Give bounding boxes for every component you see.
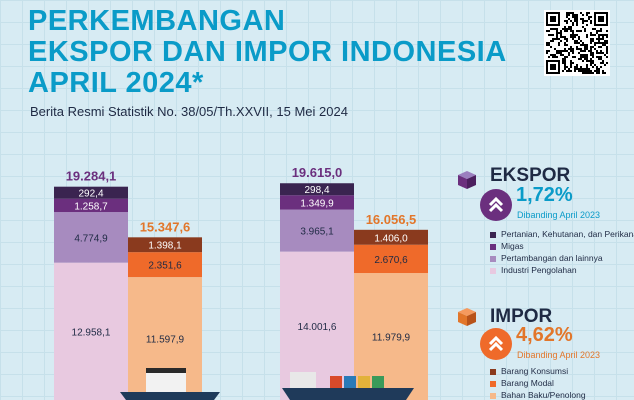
bar-segment: [354, 244, 428, 274]
legend-item-migas: Migas: [490, 241, 524, 251]
container: [358, 376, 370, 388]
container: [372, 376, 384, 388]
title-line-2: EKSPOR DAN IMPOR INDONESIA: [28, 36, 507, 68]
qr-code-icon[interactable]: [544, 10, 610, 76]
data-label: 292,4: [78, 189, 103, 200]
bar-segment: [54, 262, 128, 400]
total-label: 19.615,0: [292, 165, 343, 180]
data-label: 12.958,1: [72, 327, 111, 338]
ship-cabin: [290, 372, 316, 388]
export-cube-icon: [458, 171, 476, 189]
import-up-icon: [480, 328, 512, 360]
bar-segment: [54, 198, 128, 213]
data-label: 1.258,7: [74, 201, 108, 212]
legend-item-pertambangan: Pertambangan dan lainnya: [490, 253, 603, 263]
data-label: 14.001,6: [298, 322, 337, 333]
export-label: EKSPOR: [490, 165, 571, 186]
title-line-1: PERKEMBANGAN: [28, 5, 286, 37]
import-change: 4,62%: [516, 324, 573, 346]
bar-segment: [54, 212, 128, 263]
bar-segment: [128, 252, 202, 278]
data-label: 4.774,9: [74, 233, 108, 244]
data-label: 2.351,6: [148, 261, 182, 272]
total-label: 15.347,6: [140, 219, 191, 234]
import-compare: Dibanding April 2023: [517, 350, 601, 360]
data-label: 1.398,1: [148, 241, 182, 252]
subtitle: Berita Resmi Statistik No. 38/05/Th.XXVI…: [30, 104, 348, 119]
legend-item-industri: Industri Pengolahan: [490, 265, 577, 275]
ship-roof: [146, 368, 186, 373]
data-label: 1.349,9: [300, 198, 334, 209]
legend-item-konsumsi: Barang Konsumsi: [490, 366, 568, 376]
legend-item-bahan-baku: Bahan Baku/Penolong: [490, 390, 586, 400]
data-label: 298,4: [304, 185, 329, 196]
ship-icon: [282, 388, 414, 400]
bar-segment: [280, 195, 354, 210]
legend-item-pertanian: Pertanian, Kehutanan, dan Perikanan: [490, 229, 634, 239]
data-label: 1.406,0: [374, 233, 408, 244]
export-up-icon: [480, 189, 512, 221]
bar-segment: [280, 209, 354, 252]
data-label: 3.965,1: [300, 227, 334, 238]
container: [344, 376, 356, 388]
export-change: 1,72%: [516, 184, 573, 206]
data-label: 11.597,9: [146, 335, 185, 346]
page-title: PERKEMBANGAN EKSPOR DAN IMPOR INDONESIA …: [28, 6, 507, 99]
bar-segment: [280, 183, 354, 196]
bar-segment: [354, 229, 428, 245]
total-label: 19.284,1: [66, 169, 117, 184]
data-label: 2.670,6: [374, 255, 408, 266]
export-compare: Dibanding April 2023: [517, 210, 601, 220]
bar-segment: [128, 237, 202, 253]
import-label: IMPOR: [490, 306, 553, 327]
container: [330, 376, 342, 388]
legend-item-modal: Barang Modal: [490, 378, 554, 388]
bar-segment: [54, 186, 128, 199]
total-label: 16.056,5: [366, 212, 417, 227]
title-line-3: APRIL 2024*: [28, 67, 204, 99]
data-label: 11.979,9: [372, 333, 411, 344]
ship-icon: [120, 392, 220, 400]
import-cube-icon: [458, 308, 476, 326]
